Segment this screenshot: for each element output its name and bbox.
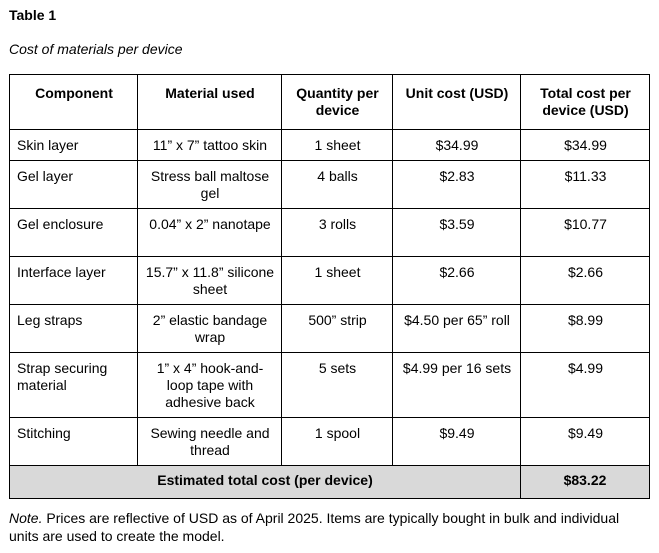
material-cell: Stress ball maltose gel	[137, 160, 282, 209]
header-component: Component	[9, 74, 138, 130]
header-quantity: Quantity per device	[281, 74, 393, 130]
quantity-cell: 5 sets	[281, 352, 393, 418]
total-cost-cell: $11.33	[520, 160, 650, 209]
component-cell: Skin layer	[9, 129, 138, 161]
unit-cost-cell: $2.66	[392, 256, 521, 305]
total-cost-cell: $10.77	[520, 208, 650, 257]
table-label: Table 1	[9, 7, 57, 23]
material-cell: 15.7” x 11.8” silicone sheet	[137, 256, 282, 305]
component-cell: Leg straps	[9, 304, 138, 353]
quantity-cell: 500” strip	[281, 304, 393, 353]
note-text: Prices are reflective of USD as of April…	[9, 510, 620, 544]
material-cell: 11” x 7” tattoo skin	[137, 129, 282, 161]
table-row: Strap securing material 1” x 4” hook-and-…	[9, 352, 650, 418]
quantity-cell: 1 spool	[281, 417, 393, 466]
table-row: Stitching Sewing needle and thread 1 spool…	[9, 417, 650, 466]
total-row: Estimated total cost (per device) $83.22	[9, 465, 650, 499]
table-note: Note. Prices are reflective of USD as of…	[9, 509, 649, 545]
total-value: $83.22	[520, 465, 650, 499]
component-cell: Stitching	[9, 417, 138, 466]
unit-cost-cell: $2.83	[392, 160, 521, 209]
total-label: Estimated total cost (per device)	[9, 465, 521, 499]
unit-cost-cell: $4.50 per 65” roll	[392, 304, 521, 353]
component-cell: Gel layer	[9, 160, 138, 209]
table-title: Cost of materials per device	[9, 41, 183, 57]
material-cell: Sewing needle and thread	[137, 417, 282, 466]
total-cost-cell: $34.99	[520, 129, 650, 161]
quantity-cell: 4 balls	[281, 160, 393, 209]
total-cost-cell: $8.99	[520, 304, 650, 353]
material-cell: 0.04” x 2” nanotape	[137, 208, 282, 257]
quantity-cell: 1 sheet	[281, 256, 393, 305]
table-row: Gel layer Stress ball maltose gel 4 balls $…	[9, 160, 650, 209]
material-cell: 2” elastic bandage wrap	[137, 304, 282, 353]
total-cost-cell: $2.66	[520, 256, 650, 305]
unit-cost-cell: $3.59	[392, 208, 521, 257]
table-row: Leg straps 2” elastic bandage wrap 500” st…	[9, 304, 650, 353]
table-row: Skin layer 11” x 7” tattoo skin 1 sheet $34…	[9, 129, 650, 161]
total-cost-cell: $4.99	[520, 352, 650, 418]
materials-cost-table: Component Material used Quantity per dev…	[9, 74, 650, 499]
table-row: Gel enclosure 0.04” x 2” nanotape 3 rolls $…	[9, 208, 650, 257]
header-material: Material used	[137, 74, 282, 130]
component-cell: Interface layer	[9, 256, 138, 305]
header-total-cost: Total cost per device (USD)	[520, 74, 650, 130]
header-unit-cost: Unit cost (USD)	[392, 74, 521, 130]
note-prefix: Note.	[9, 510, 43, 526]
total-cost-cell: $9.49	[520, 417, 650, 466]
quantity-cell: 3 rolls	[281, 208, 393, 257]
header-row: Component Material used Quantity per dev…	[9, 74, 650, 130]
unit-cost-cell: $9.49	[392, 417, 521, 466]
quantity-cell: 1 sheet	[281, 129, 393, 161]
component-cell: Gel enclosure	[9, 208, 138, 257]
unit-cost-cell: $34.99	[392, 129, 521, 161]
component-cell: Strap securing material	[9, 352, 138, 418]
unit-cost-cell: $4.99 per 16 sets	[392, 352, 521, 418]
table-row: Interface layer 15.7” x 11.8” silicone sh…	[9, 256, 650, 305]
material-cell: 1” x 4” hook-and-loop tape with adhesive…	[137, 352, 282, 418]
